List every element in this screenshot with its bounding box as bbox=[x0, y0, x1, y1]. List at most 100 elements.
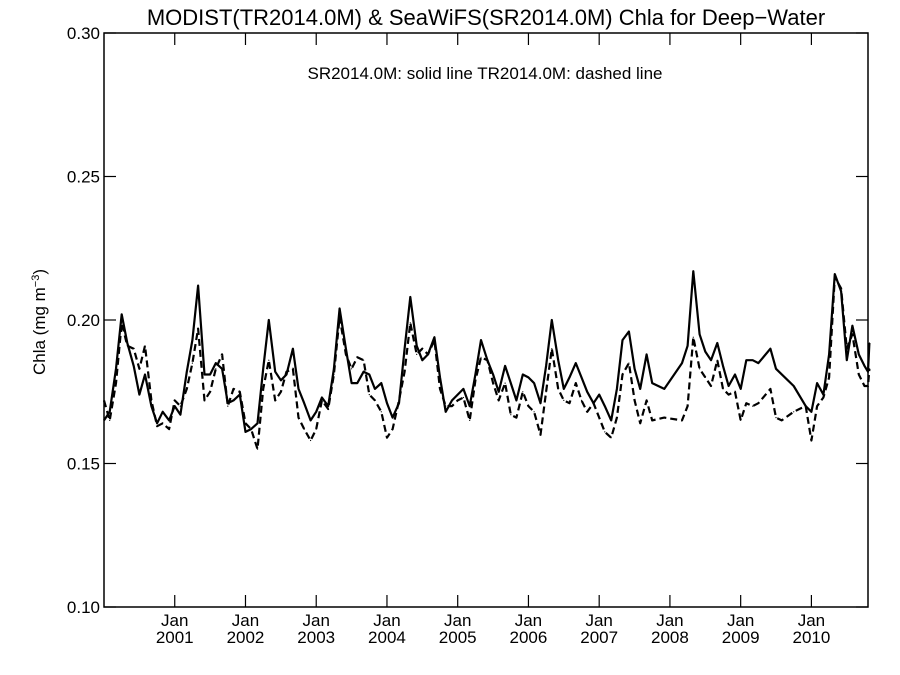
point-dashed-91 bbox=[639, 422, 641, 424]
point-dashed-93 bbox=[651, 419, 653, 421]
point-solid-1 bbox=[109, 411, 111, 413]
point-dashed-44 bbox=[363, 359, 365, 361]
point-dashed-123 bbox=[858, 373, 860, 376]
x-tick-year-2: 2003 bbox=[297, 628, 335, 647]
x-tick-year-5: 2006 bbox=[510, 628, 548, 647]
point-dashed-108 bbox=[757, 402, 760, 404]
point-solid-51 bbox=[404, 348, 406, 350]
point-solid-106 bbox=[745, 359, 747, 361]
point-solid-60 bbox=[457, 394, 459, 396]
y-tick-label-2: 0.20 bbox=[67, 311, 100, 330]
point-dashed-104 bbox=[734, 391, 736, 393]
point-solid-18 bbox=[209, 373, 211, 376]
x-tick-year-8: 2009 bbox=[722, 628, 760, 647]
point-dashed-86 bbox=[610, 437, 612, 439]
point-dashed-68 bbox=[504, 382, 506, 384]
y-axis-label-close: ) bbox=[30, 269, 49, 275]
x-tick-month-8: Jan bbox=[727, 611, 754, 630]
point-solid-121 bbox=[858, 353, 860, 355]
point-dashed-1 bbox=[109, 419, 111, 421]
point-solid-67 bbox=[498, 391, 500, 393]
point-solid-22 bbox=[232, 399, 235, 401]
point-dashed-56 bbox=[433, 339, 435, 341]
point-dashed-95 bbox=[681, 419, 683, 421]
point-solid-70 bbox=[515, 399, 518, 401]
point-solid-28 bbox=[268, 319, 270, 321]
point-dashed-102 bbox=[722, 388, 724, 390]
point-solid-76 bbox=[551, 319, 553, 321]
point-dashed-85 bbox=[604, 431, 606, 433]
point-solid-105 bbox=[740, 388, 742, 390]
point-solid-91 bbox=[639, 388, 641, 390]
point-solid-79 bbox=[568, 376, 571, 378]
point-solid-100 bbox=[710, 359, 712, 361]
point-solid-16 bbox=[197, 285, 199, 287]
point-solid-17 bbox=[203, 373, 206, 376]
point-solid-82 bbox=[586, 391, 588, 393]
legend-annotation: SR2014.0M: solid line TR2014.0M: dashed … bbox=[307, 64, 662, 83]
point-solid-92 bbox=[646, 353, 648, 355]
point-dashed-59 bbox=[451, 405, 453, 407]
point-solid-44 bbox=[363, 371, 365, 373]
point-dashed-126 bbox=[868, 368, 871, 370]
point-solid-10 bbox=[162, 411, 164, 413]
point-solid-32 bbox=[292, 348, 294, 350]
point-dashed-81 bbox=[580, 399, 583, 401]
point-solid-36 bbox=[315, 411, 317, 413]
x-tick-month-3: Jan bbox=[373, 611, 400, 630]
point-dashed-28 bbox=[268, 359, 270, 361]
point-dashed-105 bbox=[740, 419, 742, 421]
point-solid-120 bbox=[851, 325, 854, 327]
x-tick-year-3: 2004 bbox=[368, 628, 406, 647]
point-dashed-65 bbox=[486, 359, 488, 361]
point-solid-99 bbox=[704, 351, 706, 353]
point-dashed-19 bbox=[215, 368, 217, 370]
point-solid-71 bbox=[522, 373, 524, 376]
point-dashed-62 bbox=[469, 419, 471, 421]
point-solid-62 bbox=[469, 405, 471, 407]
point-dashed-60 bbox=[457, 399, 459, 401]
point-solid-9 bbox=[156, 422, 158, 424]
point-dashed-113 bbox=[798, 408, 801, 410]
y-tick-label-3: 0.25 bbox=[67, 168, 100, 187]
point-solid-20 bbox=[221, 368, 223, 370]
point-dashed-53 bbox=[416, 353, 418, 355]
point-dashed-120 bbox=[840, 287, 842, 289]
point-solid-52 bbox=[409, 296, 411, 298]
point-solid-35 bbox=[310, 419, 312, 421]
chart-title: MODIST(TR2014.0M) & SeaWiFS(SR2014.0M) C… bbox=[147, 5, 825, 30]
point-dashed-122 bbox=[851, 333, 854, 335]
point-solid-54 bbox=[421, 359, 423, 361]
point-dashed-37 bbox=[321, 399, 323, 401]
y-axis-ticks: 0.10 0.15 0.20 0.25 0.30 bbox=[67, 24, 868, 617]
point-dashed-34 bbox=[303, 428, 305, 430]
point-dashed-20 bbox=[221, 353, 223, 355]
point-solid-53 bbox=[416, 345, 418, 347]
point-dashed-98 bbox=[699, 368, 701, 370]
point-dashed-79 bbox=[568, 402, 571, 404]
point-dashed-4 bbox=[126, 345, 128, 347]
point-dashed-22 bbox=[232, 388, 235, 390]
point-solid-7 bbox=[144, 373, 146, 376]
point-dashed-54 bbox=[421, 348, 423, 350]
point-dashed-69 bbox=[510, 414, 512, 416]
point-dashed-45 bbox=[368, 394, 370, 396]
point-dashed-8 bbox=[150, 399, 152, 401]
x-tick-year-1: 2002 bbox=[227, 628, 265, 647]
point-solid-74 bbox=[539, 402, 542, 404]
point-solid-118 bbox=[840, 290, 842, 292]
series-layer bbox=[102, 270, 871, 451]
point-solid-15 bbox=[191, 339, 193, 341]
point-dashed-58 bbox=[445, 405, 447, 407]
point-solid-69 bbox=[510, 382, 512, 384]
point-dashed-89 bbox=[628, 362, 630, 364]
point-solid-33 bbox=[297, 388, 300, 390]
point-solid-11 bbox=[168, 419, 170, 421]
point-solid-87 bbox=[616, 388, 618, 390]
point-solid-93 bbox=[651, 382, 653, 384]
point-dashed-73 bbox=[533, 411, 535, 413]
point-dashed-32 bbox=[292, 368, 294, 370]
point-dashed-39 bbox=[333, 373, 335, 376]
x-tick-year-4: 2005 bbox=[439, 628, 477, 647]
